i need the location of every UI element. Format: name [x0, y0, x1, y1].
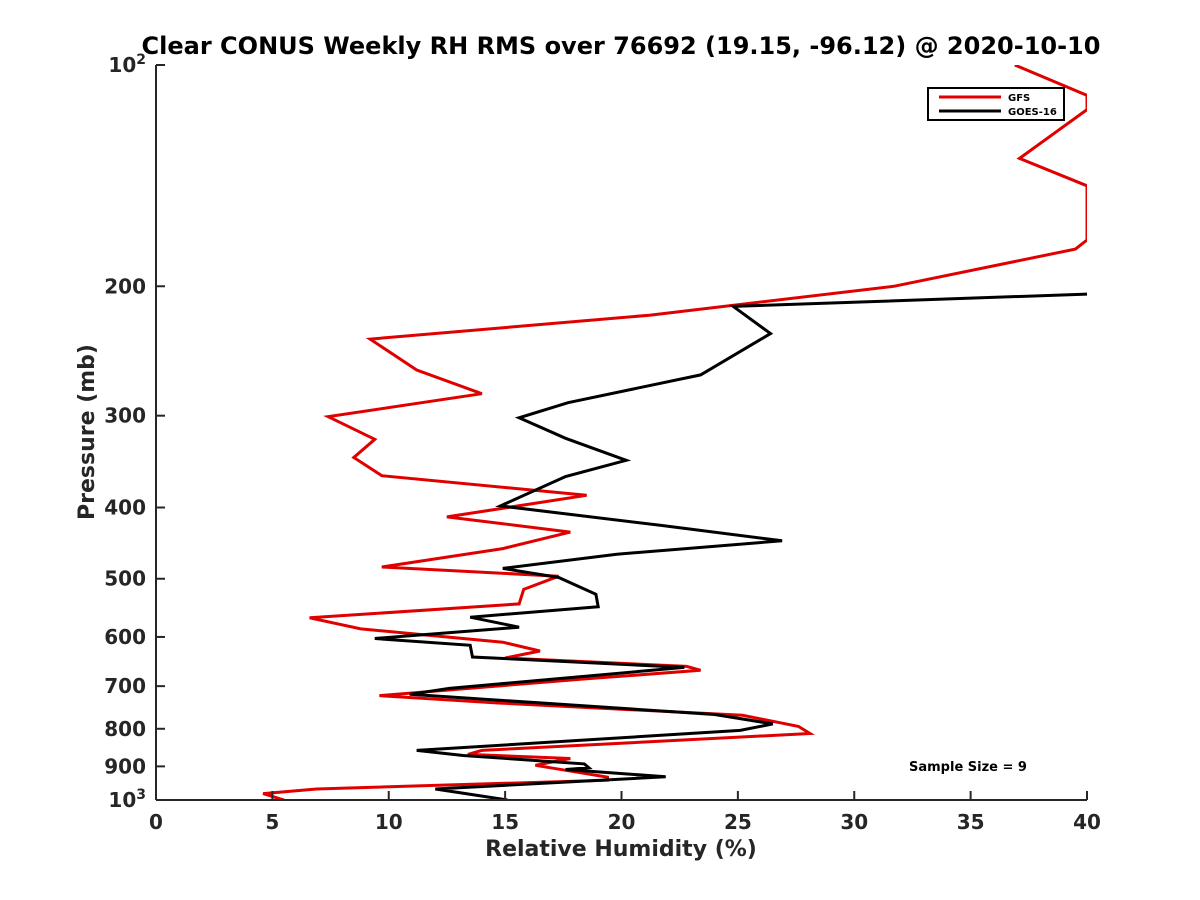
y-tick-label: 900	[104, 754, 146, 778]
x-axis: 0 5 10 15 20 25 30 35 40	[149, 791, 1101, 834]
y-tick-label: 500	[104, 567, 146, 591]
x-tick-label: 35	[957, 810, 985, 834]
legend-box	[927, 87, 1065, 121]
x-tick-label: 10	[375, 810, 403, 834]
x-tick-label: 30	[840, 810, 868, 834]
x-tick-label: 0	[149, 810, 163, 834]
y-tick-label: 600	[104, 625, 146, 649]
x-tick-label: 20	[608, 810, 636, 834]
chart-title: Clear CONUS Weekly RH RMS over 76692 (19…	[142, 32, 1101, 60]
y-tick-label: 103	[108, 787, 146, 812]
y-tick-label: 800	[104, 717, 146, 741]
y-tick-label: 200	[104, 274, 146, 298]
plot-background	[156, 65, 1087, 800]
x-axis-label: Relative Humidity (%)	[485, 837, 757, 862]
x-tick-label: 40	[1073, 810, 1101, 834]
y-tick-label: 700	[104, 674, 146, 698]
x-tick-label: 15	[491, 810, 519, 834]
legend-label-goes-16: GOES-16	[1008, 107, 1057, 118]
y-tick-label: 102	[108, 52, 146, 77]
legend-label-gfs: GFS	[1008, 93, 1030, 104]
y-tick-label: 400	[104, 496, 146, 520]
series-line-goes-16	[374, 292, 1087, 800]
x-tick-label: 5	[265, 810, 279, 834]
sample-size-annotation: Sample Size = 9	[909, 760, 1027, 775]
y-axis-label: Pressure (mb)	[75, 344, 100, 520]
legend: GFS GOES-16	[927, 87, 1065, 121]
y-tick-label: 300	[104, 404, 146, 428]
x-tick-label: 25	[724, 810, 752, 834]
y-axis: 102 200 300 400 500 600 700 800 900 103	[104, 52, 165, 812]
plot-area: 0 5 10 15 20 25 30 35 40 102 200 300 400 500 600 700 80…	[104, 52, 1101, 834]
